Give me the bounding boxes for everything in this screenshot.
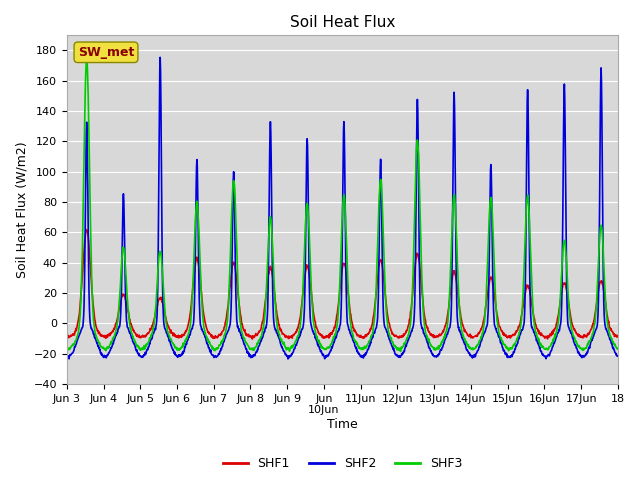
- SHF1: [172, 335, 180, 340]
- SHF3: [500, 342, 508, 348]
- SHF2: [63, 353, 70, 359]
- SHF1: [500, 333, 508, 338]
- SHF2: [549, 344, 557, 349]
- SHF1: [614, 333, 621, 338]
- SHF2: [614, 353, 621, 359]
- Line: SHF2: SHF2: [67, 57, 618, 359]
- SHF2: [156, 54, 164, 60]
- SHF1: [83, 227, 90, 232]
- SHF3: [63, 347, 70, 352]
- SHF2: [284, 356, 292, 362]
- SHF3: [248, 345, 255, 351]
- SHF3: [428, 344, 436, 349]
- Line: SHF1: SHF1: [67, 229, 618, 339]
- SHF1: [549, 331, 557, 337]
- Legend: SHF1, SHF2, SHF3: SHF1, SHF2, SHF3: [218, 452, 467, 475]
- Text: SW_met: SW_met: [78, 46, 134, 59]
- SHF2: [500, 348, 508, 353]
- Line: SHF3: SHF3: [67, 58, 618, 351]
- SHF1: [248, 335, 255, 340]
- SHF3: [397, 348, 404, 354]
- SHF3: [83, 55, 90, 60]
- SHF3: [186, 325, 193, 331]
- Title: Soil Heat Flux: Soil Heat Flux: [290, 15, 395, 30]
- SHF2: [172, 352, 180, 358]
- SHF1: [63, 333, 70, 338]
- SHF2: [186, 332, 193, 337]
- X-axis label: Time: Time: [327, 418, 358, 431]
- SHF3: [549, 338, 557, 344]
- Y-axis label: Soil Heat Flux (W/m2): Soil Heat Flux (W/m2): [15, 141, 28, 278]
- SHF1: [248, 336, 256, 342]
- SHF2: [428, 350, 436, 356]
- SHF2: [248, 354, 255, 360]
- SHF1: [428, 333, 436, 338]
- SHF3: [172, 345, 180, 350]
- SHF1: [186, 315, 193, 321]
- SHF3: [614, 346, 621, 351]
